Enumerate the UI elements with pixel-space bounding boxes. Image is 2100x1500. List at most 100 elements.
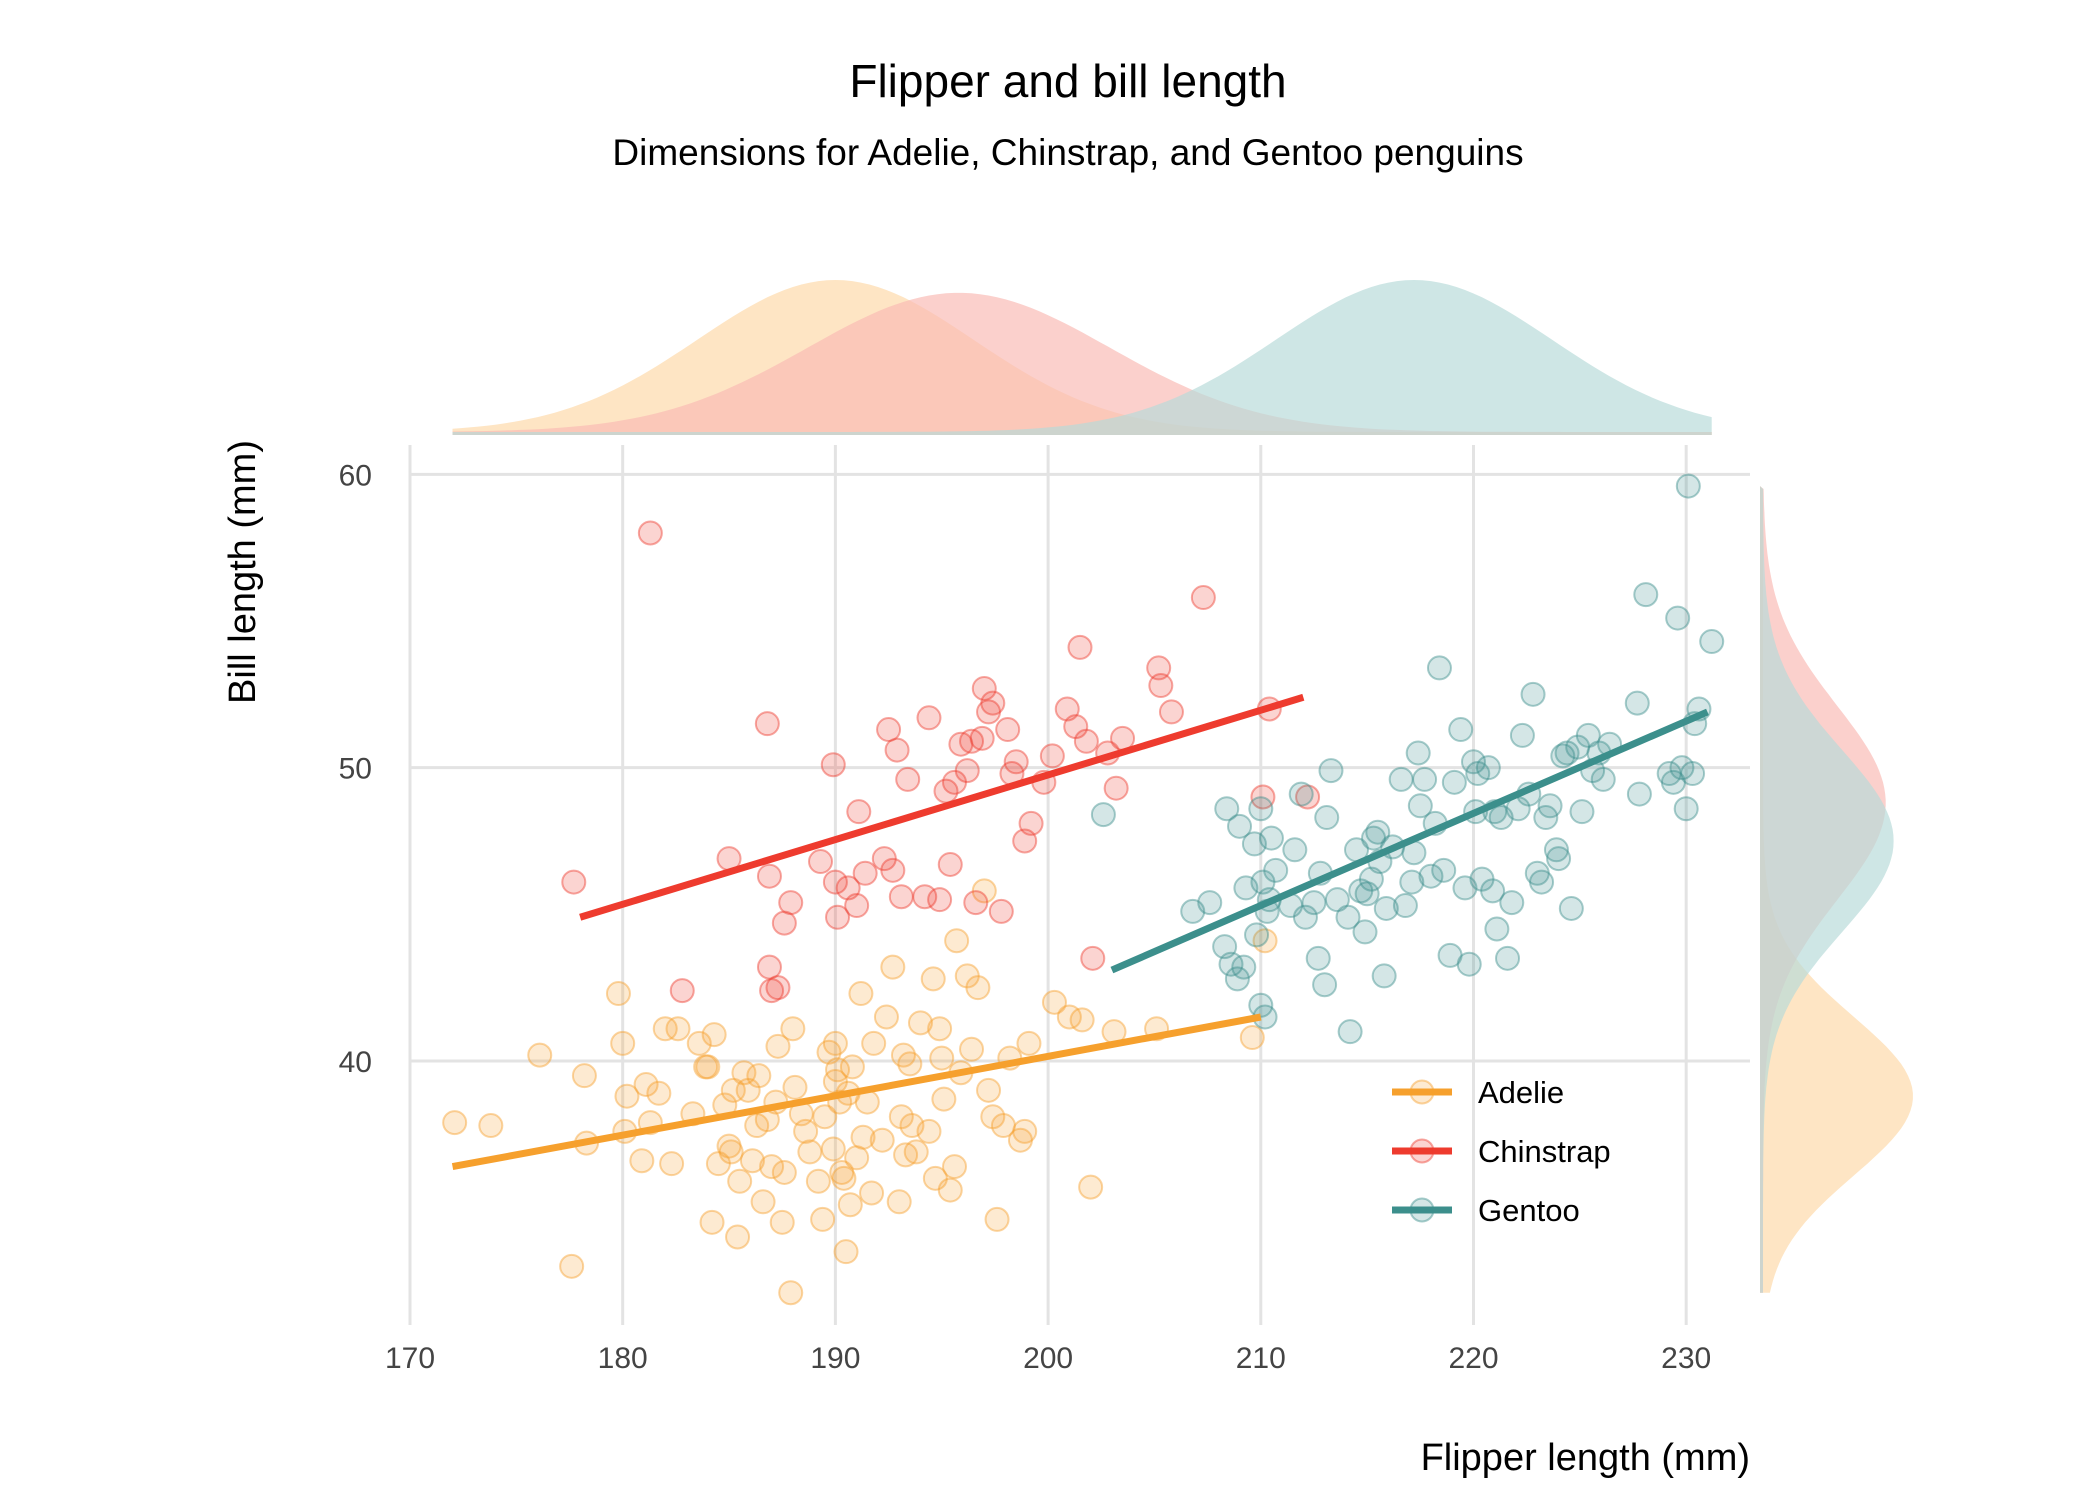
point-gentoo-74 bbox=[1520, 681, 1546, 707]
point-gentoo-72 bbox=[1509, 722, 1535, 748]
point-adelie-69 bbox=[869, 1127, 895, 1153]
trend-lines bbox=[451, 693, 1709, 1171]
point-adelie-78 bbox=[903, 1139, 929, 1165]
point-chinstrap-19 bbox=[871, 846, 897, 872]
y-tick-label-40: 40 bbox=[339, 1046, 372, 1079]
point-adelie-52 bbox=[820, 1136, 846, 1162]
point-adelie-54 bbox=[822, 1030, 848, 1056]
point-chinstrap-16 bbox=[844, 893, 870, 919]
x-tick-label-170: 170 bbox=[385, 1342, 435, 1375]
point-adelie-34 bbox=[746, 1063, 772, 1089]
point-gentoo-64 bbox=[1475, 755, 1501, 781]
point-chinstrap-43 bbox=[1012, 828, 1038, 854]
right-density-adelie bbox=[1760, 486, 1913, 1293]
point-gentoo-60 bbox=[1460, 749, 1486, 775]
point-gentoo-32 bbox=[1337, 1019, 1363, 1045]
point-gentoo-14 bbox=[1250, 869, 1276, 895]
right-density-gentoo bbox=[1760, 486, 1894, 1293]
point-chinstrap-15 bbox=[835, 875, 861, 901]
point-chinstrap-24 bbox=[895, 766, 921, 792]
point-adelie-87 bbox=[942, 1154, 968, 1180]
point-adelie-85 bbox=[931, 1086, 957, 1112]
point-gentoo-78 bbox=[1537, 793, 1563, 819]
point-adelie-82 bbox=[922, 1165, 948, 1191]
point-adelie-103 bbox=[1056, 1004, 1082, 1030]
point-chinstrap-38 bbox=[980, 690, 1006, 716]
point-gentoo-67 bbox=[1484, 916, 1510, 942]
point-chinstrap-59 bbox=[1250, 784, 1276, 810]
point-adelie-77 bbox=[899, 1113, 925, 1139]
point-adelie-19 bbox=[693, 1054, 719, 1080]
point-adelie-25 bbox=[716, 1133, 742, 1159]
chart-title: Flipper and bill length bbox=[849, 55, 1286, 107]
point-adelie-71 bbox=[880, 954, 906, 980]
point-gentoo-56 bbox=[1441, 769, 1467, 795]
point-gentoo-76 bbox=[1529, 869, 1555, 895]
point-gentoo-81 bbox=[1550, 743, 1576, 769]
point-chinstrap-5 bbox=[756, 863, 782, 889]
legend-item-chinstrap: Chinstrap bbox=[1392, 1134, 1611, 1169]
point-chinstrap-35 bbox=[969, 725, 995, 751]
x-tick-label-190: 190 bbox=[810, 1342, 860, 1375]
point-adelie-6 bbox=[605, 981, 631, 1007]
trend-line-chinstrap bbox=[579, 693, 1305, 921]
point-gentoo-12 bbox=[1248, 796, 1274, 822]
point-adelie-101 bbox=[1016, 1030, 1042, 1056]
point-gentoo-51 bbox=[1418, 863, 1444, 889]
point-adelie-61 bbox=[837, 1192, 863, 1218]
point-adelie-21 bbox=[699, 1209, 725, 1235]
point-gentoo-98 bbox=[1673, 796, 1699, 822]
point-gentoo-94 bbox=[1656, 761, 1682, 787]
top-density-gentoo bbox=[452, 280, 1712, 435]
point-adelie-43 bbox=[780, 1016, 806, 1042]
point-adelie-10 bbox=[629, 1148, 655, 1174]
point-chinstrap-31 bbox=[948, 731, 974, 757]
point-chinstrap-25 bbox=[912, 884, 938, 910]
point-adelie-7 bbox=[610, 1030, 636, 1056]
point-adelie-50 bbox=[812, 1104, 838, 1130]
point-gentoo-100 bbox=[1680, 761, 1706, 787]
point-gentoo-49 bbox=[1407, 793, 1433, 819]
point-chinstrap-58 bbox=[1190, 585, 1216, 611]
point-chinstrap-50 bbox=[1073, 728, 1099, 754]
trend-line-adelie bbox=[451, 1013, 1262, 1171]
point-chinstrap-44 bbox=[1018, 810, 1044, 836]
point-adelie-14 bbox=[652, 1016, 678, 1042]
point-gentoo-22 bbox=[1288, 781, 1314, 807]
point-gentoo-5 bbox=[1218, 951, 1244, 977]
point-adelie-88 bbox=[944, 928, 970, 954]
point-gentoo-25 bbox=[1305, 945, 1331, 971]
point-gentoo-19 bbox=[1263, 857, 1289, 883]
point-gentoo-37 bbox=[1358, 866, 1384, 892]
point-gentoo-68 bbox=[1488, 805, 1514, 831]
point-adelie-64 bbox=[848, 981, 874, 1007]
point-chinstrap-10 bbox=[778, 890, 804, 916]
point-adelie-105 bbox=[1078, 1174, 1104, 1200]
point-chinstrap-23 bbox=[888, 884, 914, 910]
point-chinstrap-2 bbox=[669, 978, 695, 1004]
x-tick-label-200: 200 bbox=[1023, 1342, 1073, 1375]
point-gentoo-97 bbox=[1669, 755, 1695, 781]
point-gentoo-24 bbox=[1301, 890, 1327, 916]
point-gentoo-96 bbox=[1665, 605, 1691, 631]
point-gentoo-95 bbox=[1660, 769, 1686, 795]
point-adelie-67 bbox=[859, 1180, 885, 1206]
point-chinstrap-56 bbox=[1148, 673, 1174, 699]
point-gentoo-48 bbox=[1405, 740, 1431, 766]
point-gentoo-46 bbox=[1399, 869, 1425, 895]
point-gentoo-44 bbox=[1388, 766, 1414, 792]
point-adelie-91 bbox=[959, 1036, 985, 1062]
point-adelie-40 bbox=[769, 1209, 795, 1235]
point-adelie-44 bbox=[782, 1074, 808, 1100]
point-adelie-92 bbox=[965, 975, 991, 1001]
point-adelie-16 bbox=[665, 1016, 691, 1042]
point-adelie-100 bbox=[1012, 1118, 1038, 1144]
x-axis-title: Flipper length (mm) bbox=[1421, 1437, 1750, 1479]
point-gentoo-80 bbox=[1546, 846, 1572, 872]
point-adelie-76 bbox=[897, 1051, 923, 1077]
point-chinstrap-39 bbox=[988, 898, 1014, 924]
x-tick-label-220: 220 bbox=[1448, 1342, 1498, 1375]
point-gentoo-2 bbox=[1197, 890, 1223, 916]
chart-subtitle: Dimensions for Adelie, Chinstrap, and Ge… bbox=[612, 132, 1523, 173]
